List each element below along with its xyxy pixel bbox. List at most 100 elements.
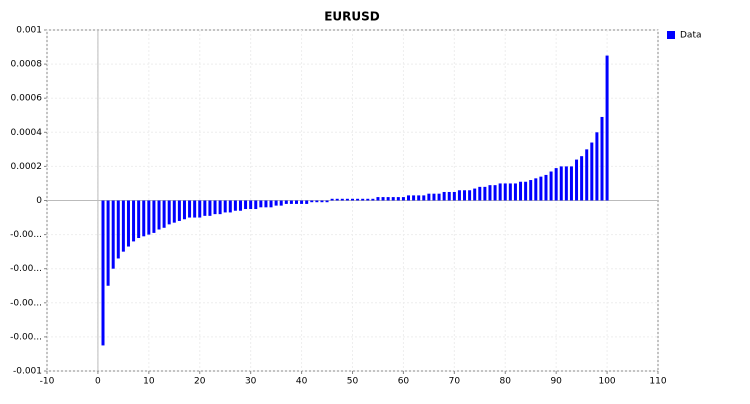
bar [569,166,573,201]
bar [203,200,207,216]
bar [401,197,405,201]
bar [508,183,512,201]
y-tick-label: -0.00... [10,230,42,240]
bar [554,168,558,201]
bar [330,198,334,201]
bar [529,180,533,201]
bar [345,198,349,201]
bar [152,200,156,233]
bar [442,191,446,201]
x-tick-label: 0 [95,377,101,387]
bar [559,166,563,201]
x-tick-label: 30 [245,377,257,387]
bar [193,200,197,218]
x-tick-label: -10 [40,377,55,387]
chart-title: EURUSD [324,10,380,24]
bar [233,200,237,211]
bar [259,200,263,208]
bar [101,200,105,346]
bar [386,197,390,201]
y-tick-label: -0.00... [10,298,42,308]
bar [524,181,528,201]
bar [549,171,553,201]
bar [182,200,186,220]
bar [244,200,248,210]
bar [396,197,400,201]
bar [473,188,477,201]
bar [493,185,497,201]
bar [356,198,360,201]
bar [157,200,161,230]
bar [513,183,517,201]
x-tick-label: 70 [449,377,461,387]
bar [249,200,253,210]
bar [478,186,482,201]
bar [167,200,171,225]
bar [172,200,176,223]
bar [279,200,283,206]
bar [162,200,166,228]
y-tick-label: 0.0006 [11,94,43,104]
bar [121,200,125,252]
bar [137,200,141,239]
bar [269,200,273,208]
bar [539,176,543,201]
y-tick-label: 0.0002 [11,162,43,172]
bar [142,200,146,237]
bar [422,195,426,201]
bar [340,198,344,201]
bar [213,200,217,215]
bar [320,200,324,203]
y-tick-label: -0.001 [13,367,42,377]
bar [366,198,370,201]
bar [177,200,181,221]
y-tick-label: 0.0008 [11,60,43,70]
bar [264,200,268,208]
bar [580,156,584,201]
bar [294,200,298,204]
y-tick-label: 0.0004 [11,128,43,138]
bar [198,200,202,218]
x-tick-label: 90 [550,377,562,387]
bar [111,200,115,269]
x-tick-label: 20 [194,377,206,387]
bar [147,200,151,235]
bar [575,159,579,201]
bar [519,181,523,201]
bar [437,193,441,201]
x-tick-label: 100 [598,377,615,387]
bar [432,193,436,201]
bar [463,190,467,201]
bar [483,186,487,201]
x-tick-label: 50 [347,377,359,387]
bar [381,197,385,201]
bar [126,200,130,247]
bar [325,200,329,203]
bar [351,198,354,201]
legend-label: Data [680,31,702,41]
y-tick-label: 0 [36,196,42,206]
legend-swatch [667,31,675,39]
bar [585,149,589,201]
bar [238,200,242,211]
bar [361,198,365,201]
bar [223,200,227,213]
bar [106,200,110,286]
bar [457,190,461,201]
bar [595,132,599,201]
x-tick-label: 10 [143,377,155,387]
bar [503,183,507,201]
bar [590,142,594,201]
bar [427,193,431,201]
bar [407,195,411,201]
x-tick-label: 110 [649,377,666,387]
x-tick-label: 60 [398,377,410,387]
bar [391,197,395,201]
bar [218,200,222,215]
y-tick-label: 0.001 [16,26,42,36]
bar [116,200,120,259]
bar [447,191,451,201]
bar [468,190,472,201]
bar [300,200,304,204]
